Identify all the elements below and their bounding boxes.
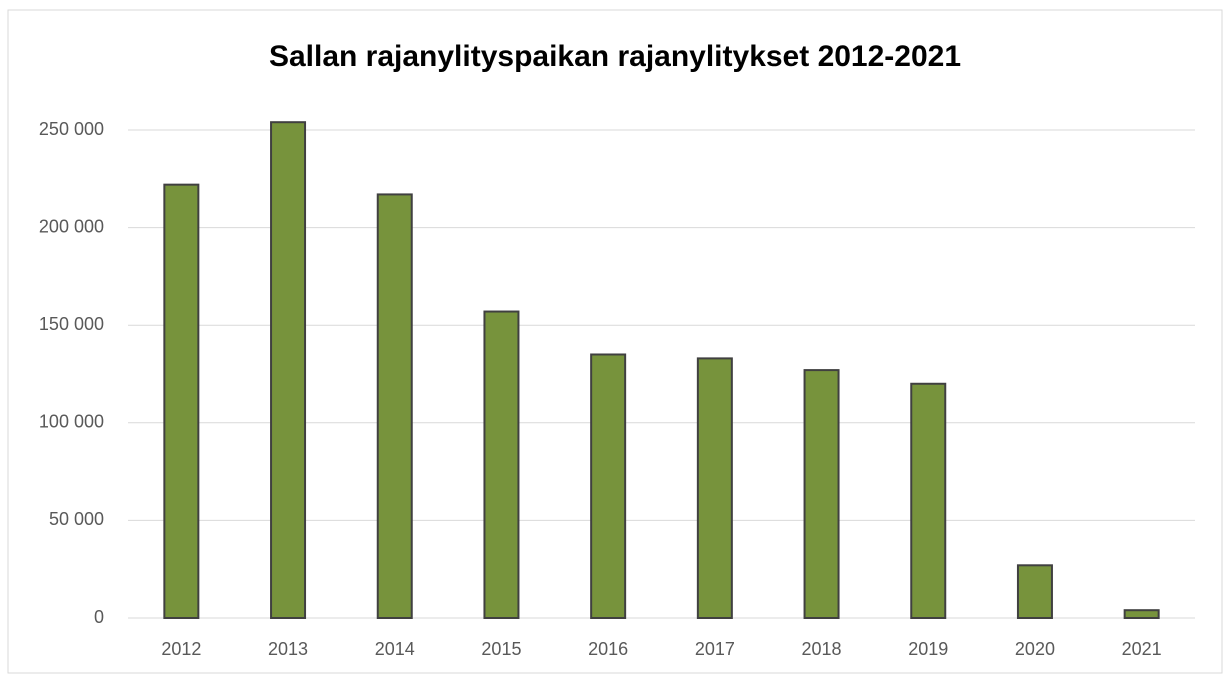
bar [1123, 609, 1160, 620]
y-tick-label: 250 000 [39, 119, 104, 139]
bar [696, 357, 733, 619]
bar [483, 310, 520, 619]
y-tick-label: 50 000 [49, 509, 104, 529]
y-tick-label: 200 000 [39, 216, 104, 236]
bar [910, 382, 947, 620]
y-tick-label: 100 000 [39, 412, 104, 432]
chart-title: Sallan rajanylityspaikan rajanylitykset … [269, 40, 961, 73]
bar [1016, 564, 1053, 620]
x-tick-label: 2021 [1122, 639, 1162, 659]
bar [376, 193, 413, 620]
bar [803, 369, 840, 620]
x-tick-label: 2014 [375, 639, 415, 659]
bar [270, 121, 307, 620]
bar [163, 183, 200, 619]
bar [590, 353, 627, 619]
y-tick-label: 150 000 [39, 314, 104, 334]
x-tick-label: 2016 [588, 639, 628, 659]
x-tick-label: 2015 [481, 639, 521, 659]
x-tick-label: 2013 [268, 639, 308, 659]
y-tick-label: 0 [94, 607, 104, 627]
x-tick-label: 2017 [695, 639, 735, 659]
x-tick-label: 2019 [908, 639, 948, 659]
x-tick-label: 2018 [802, 639, 842, 659]
x-tick-label: 2012 [161, 639, 201, 659]
x-tick-label: 2020 [1015, 639, 1055, 659]
chart-frame [7, 9, 1223, 674]
